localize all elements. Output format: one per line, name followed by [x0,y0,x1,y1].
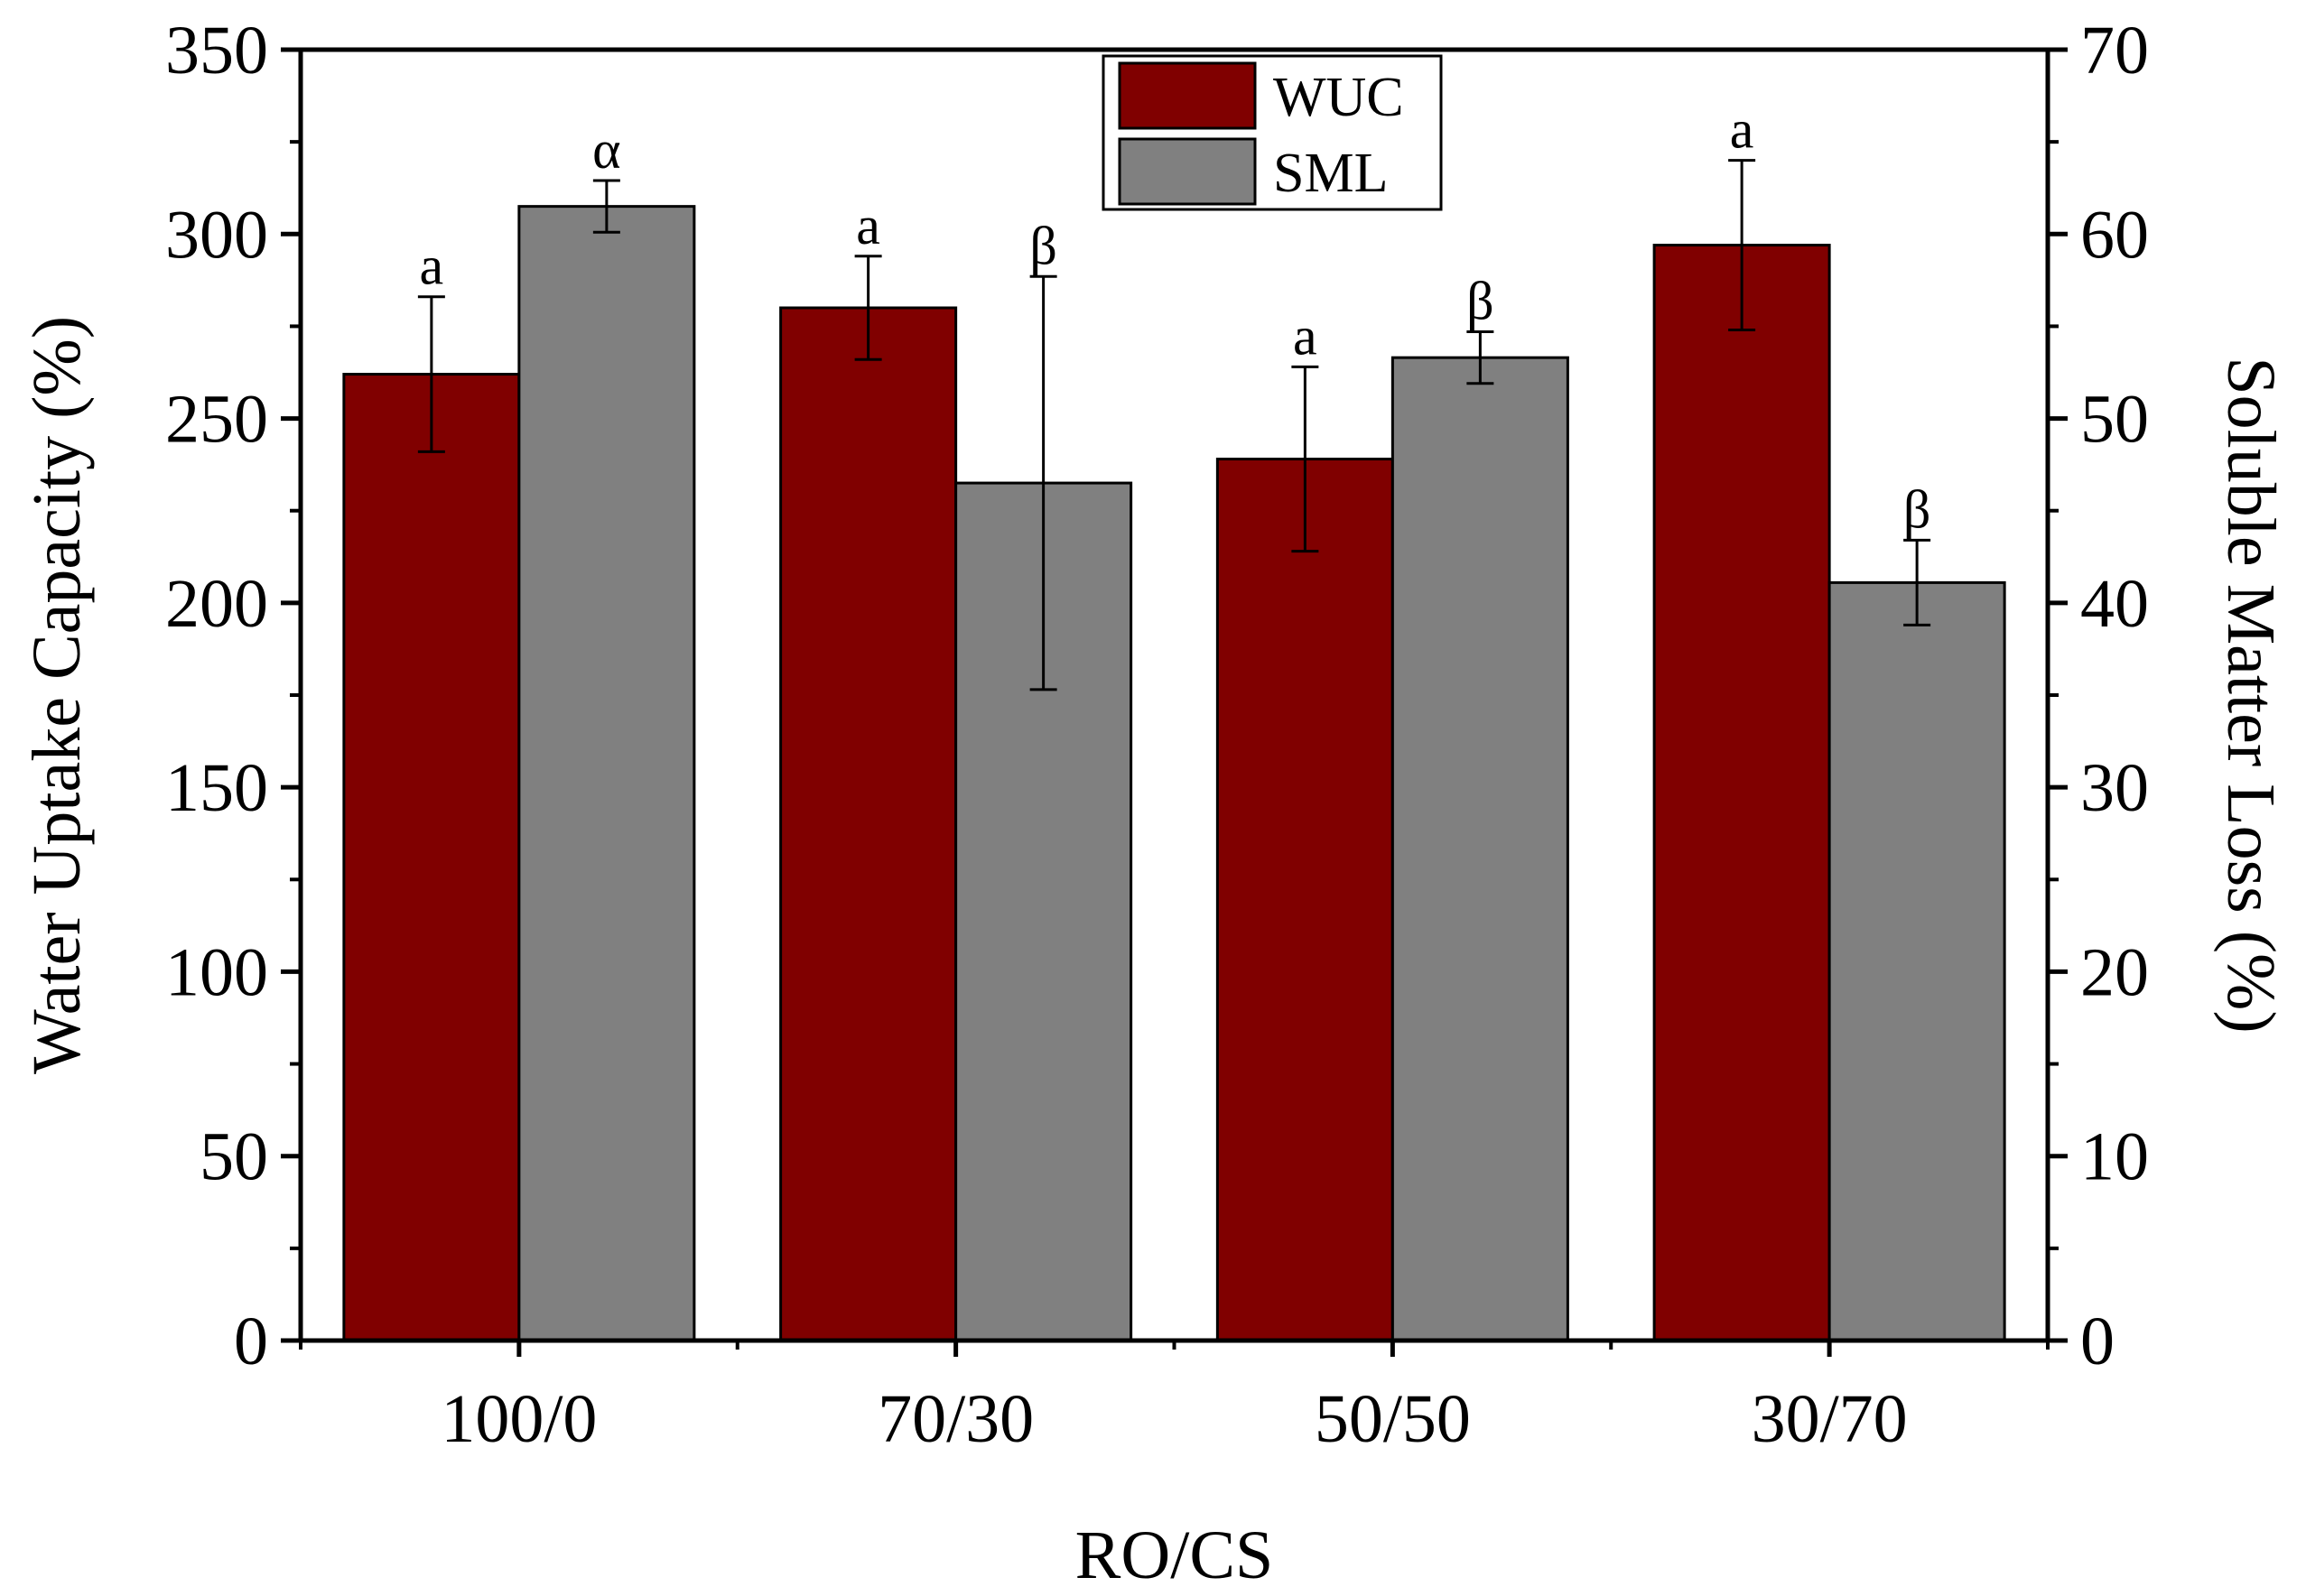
legend-swatch-wuc [1118,61,1257,130]
y2-tick-label-7: 70 [2080,13,2149,88]
y-axis-title-left: Water Uptake Capacity (%) [19,316,95,1074]
significance-label-sml-2: β [1466,272,1494,331]
significance-label-wuc-0: a [420,237,444,296]
bar-sml-0 [517,205,696,1342]
legend: WUC SML [1102,54,1443,211]
x-axis-title: RO/CS [1075,1517,1274,1593]
x-tick-label-3: 30/70 [1752,1381,1908,1457]
y2-tick-label-0: 0 [2080,1304,2115,1379]
y-tick-label-0: 0 [234,1304,268,1379]
significance-labels-layer: a α a β a β a β [420,100,1931,540]
legend-label-sml: SML [1273,143,1388,204]
legend-label-wuc: WUC [1273,67,1404,128]
y2-tick-label-5: 50 [2080,382,2149,458]
significance-label-sml-1: β [1029,216,1057,275]
y-tick-label-3: 150 [165,750,268,826]
ticks-layer [281,47,2068,1357]
y-tick-label-1: 50 [200,1119,268,1195]
error-bars-layer [417,159,1931,691]
significance-label-wuc-1: a [856,196,880,255]
significance-label-wuc-3: a [1730,100,1754,160]
x-tick-label-1: 70/30 [878,1381,1034,1457]
y-tick-label-4: 200 [165,566,268,642]
y2-tick-label-2: 20 [2080,934,2149,1010]
y-tick-label-7: 350 [165,13,268,88]
bars-layer [342,205,2006,1342]
x-tick-label-2: 50/50 [1315,1381,1471,1457]
y-tick-label-5: 250 [165,382,268,458]
bar-sml-2 [1390,356,1569,1342]
x-tick-label-0: 100/0 [441,1381,597,1457]
y2-tick-label-1: 10 [2080,1119,2149,1195]
bar-sml-3 [1827,580,2006,1342]
bar-wuc-3 [1652,244,1831,1342]
significance-label-sml-0: α [592,120,620,180]
significance-label-wuc-2: a [1293,306,1317,366]
bar-wuc-1 [779,306,958,1342]
legend-swatch-sml [1118,137,1257,206]
significance-label-sml-3: β [1903,479,1931,539]
y-tick-label-6: 300 [165,197,268,273]
y-axis-title-right: Soluble Matter Loss (%) [2213,357,2289,1033]
y2-tick-label-6: 60 [2080,197,2149,273]
bar-wuc-2 [1215,458,1394,1342]
y-tick-label-2: 100 [165,934,268,1010]
tick-labels-layer: 100/0 70/30 50/50 30/7005010015020025030035… [165,13,2149,1457]
y2-tick-label-4: 40 [2080,566,2149,642]
y2-tick-label-3: 30 [2080,750,2149,826]
bar-wuc-0 [342,373,521,1342]
